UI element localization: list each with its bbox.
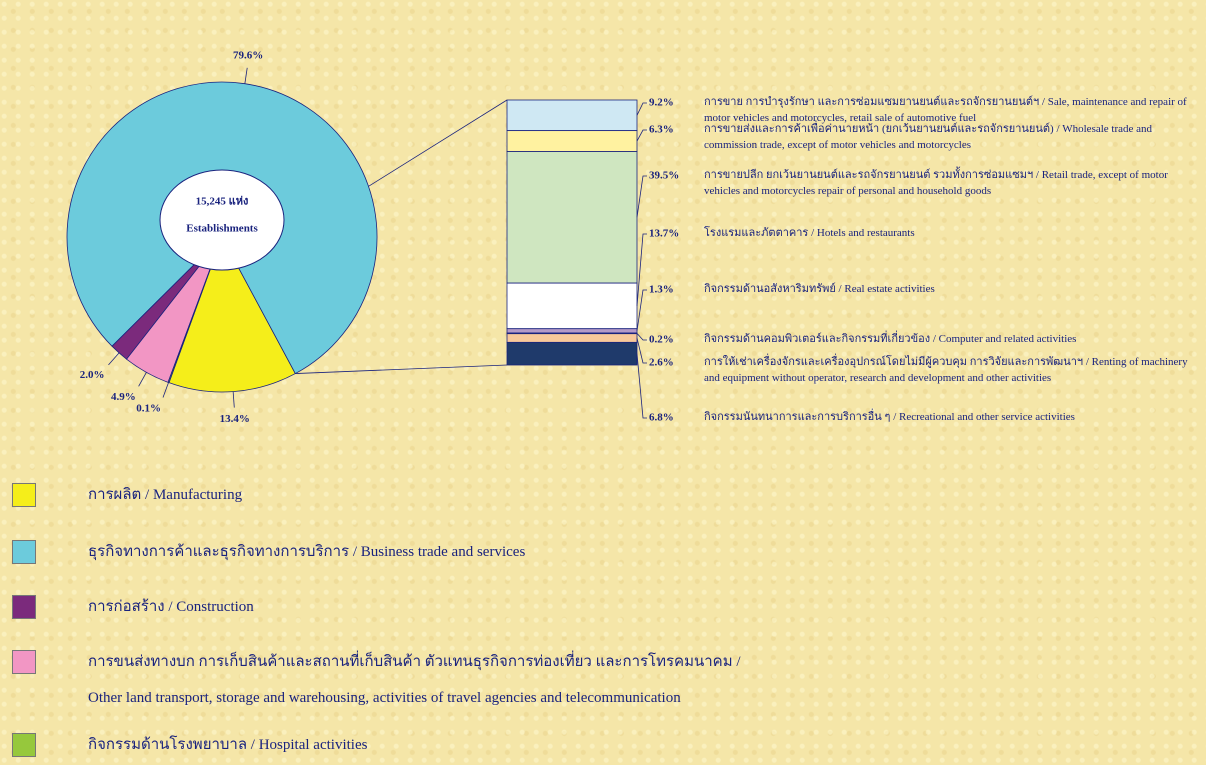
leader-line: [636, 175, 647, 218]
leader-line: [108, 352, 120, 366]
leader-line: [636, 353, 647, 419]
segment-label: 0.2%: [649, 334, 674, 346]
segment-label: 39.5%: [649, 170, 679, 182]
slice-label: 2.0%: [80, 369, 105, 381]
bar-segment: [506, 341, 638, 366]
leader-line: [232, 391, 235, 408]
segment-description: การให้เช่าเครื่องจักรและเครื่องอุปกรณ์โด…: [704, 356, 1188, 384]
segment-label: 2.6%: [649, 357, 674, 369]
bar-segment: [506, 130, 638, 153]
slice-label: 79.6%: [233, 49, 263, 61]
center-caption: Establishments: [186, 223, 258, 235]
legend-swatch: [12, 733, 36, 757]
leader-line: [636, 129, 647, 142]
segment-description: โรงแรมและภัตตาคาร / Hotels and restauran…: [704, 227, 915, 239]
segment-description: กิจกรรมด้านคอมพิวเตอร์และกิจกรรมที่เกี่ย…: [704, 333, 1077, 345]
segment-label: 1.3%: [649, 284, 674, 296]
segment-description: กิจกรรมนันทนาการและการบริการอื่น ๆ / Rec…: [704, 411, 1075, 423]
leader-line: [162, 382, 169, 398]
segment-description: การขาย การบำรุงรักษา และการซ่อมแซมยานยนต…: [704, 96, 1187, 124]
legend-label: ธุรกิจทางการค้าและธุรกิจทางการบริการ / B…: [88, 544, 526, 560]
slice-label: 0.1%: [136, 403, 161, 415]
slice-label: 13.4%: [220, 413, 250, 425]
center-hole: [159, 169, 285, 271]
segment-label: 6.8%: [649, 412, 674, 424]
connector-line: [295, 364, 508, 374]
legend-swatch: [12, 595, 36, 619]
segment-label: 9.2%: [649, 97, 674, 109]
leader-line: [636, 289, 647, 331]
bar-segment: [506, 282, 638, 330]
legend-swatch: [12, 483, 36, 507]
bar-segment: [506, 99, 638, 132]
leader-line: [636, 233, 647, 306]
slice-label: 4.9%: [111, 391, 136, 403]
legend-label: การก่อสร้าง / Construction: [88, 599, 254, 615]
leader-line: [138, 372, 147, 387]
bar-segment: [506, 151, 638, 284]
legend-label: การขนส่งทางบก การเก็บสินค้าและสถานที่เก็…: [88, 654, 741, 706]
leader-line: [244, 67, 248, 84]
leader-line: [636, 333, 647, 341]
leader-line: [636, 337, 647, 364]
bar-segment: [506, 328, 638, 334]
legend-swatch: [12, 650, 36, 674]
legend-label: กิจกรรมด้านโรงพยาบาล / Hospital activiti…: [88, 737, 368, 753]
segment-description: การขายปลีก ยกเว้นยานยนต์และรถจักรยานยนต์…: [704, 169, 1168, 197]
legend-swatch: [12, 540, 36, 564]
pie-slice: [167, 236, 223, 384]
leader-line: [636, 102, 647, 116]
legend-label: การผลิต / Manufacturing: [88, 487, 243, 503]
segment-label: 6.3%: [649, 124, 674, 136]
segment-description: การขายส่งและการค้าเพื่อค่านายหน้า (ยกเว้…: [704, 123, 1153, 151]
pie-slice: [168, 236, 296, 393]
segment-description: กิจกรรมด้านอสังหาริมทรัพย์ / Real estate…: [704, 283, 935, 295]
segment-label: 13.7%: [649, 228, 679, 240]
center-count: 15,245 แห่ง: [196, 196, 249, 208]
bar-segment: [506, 333, 638, 343]
